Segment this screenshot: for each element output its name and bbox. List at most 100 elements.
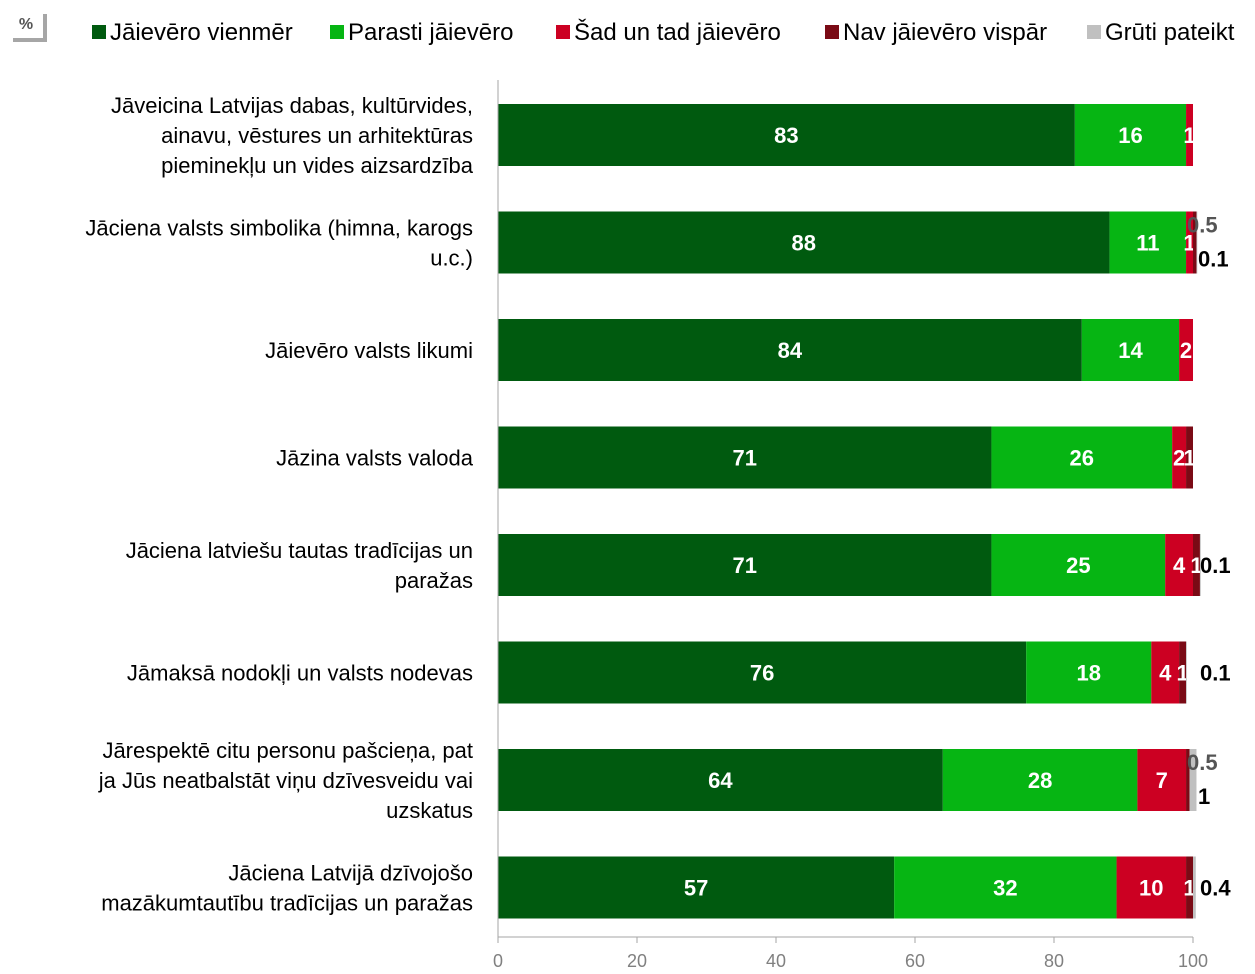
data-label-2-2: 2: [1180, 338, 1192, 363]
bar-segment-7-4: [1193, 856, 1196, 919]
bar-segment-4-1: [991, 534, 1166, 596]
data-label-5-3: 1: [1176, 661, 1188, 686]
legend: Jāievēro vienmēr Parasti jāievēro Šad un t…: [92, 18, 1235, 46]
legend-label-3: Nav jāievēro vispār: [843, 19, 1047, 46]
bar-segment-7-2: [1116, 856, 1187, 919]
bar-segment-1-3: [1193, 211, 1197, 274]
bar-segment-7-3: [1186, 856, 1193, 919]
data-label-0-2: 1: [1183, 123, 1195, 148]
legend-swatch-4: [1087, 25, 1101, 39]
bar-segment-4-0: [498, 534, 992, 596]
bar-segment-3-2: [1172, 426, 1187, 489]
category-label-3: Jāzina valsts valoda: [276, 446, 474, 471]
data-label-2-1: 14: [1118, 338, 1143, 363]
data-label-7-1: 32: [993, 876, 1017, 901]
bar-segment-1-1: [1109, 211, 1187, 274]
data-label-6-1: 28: [1028, 768, 1052, 793]
bar-segment-4-3: [1193, 534, 1200, 596]
outside-label-6-1: 1: [1198, 784, 1210, 809]
bar-segment-1-2: [1186, 211, 1193, 274]
bar-segment-0-1: [1074, 104, 1187, 166]
legend-label-4: Grūti pateikt: [1105, 19, 1235, 46]
data-label-4-3: 1: [1190, 553, 1202, 578]
bar-segment-5-3: [1179, 641, 1187, 704]
x-tick-label-5: 100: [1178, 951, 1208, 971]
x-axis: 0 20 40 60 80 100: [493, 80, 1208, 971]
bar-segment-2-0: [498, 319, 1082, 381]
data-label-4-2: 4: [1173, 553, 1186, 578]
bar-segment-3-3: [1186, 426, 1193, 489]
unit-badge-box: [9, 10, 43, 38]
data-label-3-2: 2: [1173, 446, 1185, 471]
data-label-7-2: 10: [1139, 876, 1163, 901]
data-label-1-0: 88: [792, 231, 816, 256]
x-tick-label-1: 20: [627, 951, 647, 971]
x-tick-label-0: 0: [493, 951, 503, 971]
bar-segment-6-3: [1186, 749, 1190, 811]
category-label-6: Jārespektē citu personu pašcieņa, pat ja …: [98, 738, 473, 823]
x-tick-label-3: 60: [905, 951, 925, 971]
data-label-4-1: 25: [1066, 553, 1090, 578]
category-label-5: Jāmaksā nodokļi un valsts nodevas: [127, 661, 473, 686]
data-label-5-0: 76: [750, 661, 774, 686]
legend-swatch-3: [825, 25, 839, 39]
legend-label-0: Jāievēro vienmēr: [110, 19, 293, 46]
data-label-2-0: 84: [778, 338, 803, 363]
bar-segment-5-4: [1186, 641, 1187, 704]
outside-label-1-0: 0.5: [1187, 213, 1218, 238]
category-label-7: Jāciena Latvijā dzīvojošo mazākumtautību …: [101, 861, 473, 916]
data-label-1-1: 11: [1136, 231, 1159, 256]
bar-segment-4-2: [1165, 534, 1193, 596]
legend-label-1: Parasti jāievēro: [348, 19, 513, 46]
bar-segment-6-1: [942, 749, 1138, 811]
bar-segment-6-2: [1137, 749, 1187, 811]
legend-swatch-0: [92, 25, 106, 39]
data-label-0-0: 83: [774, 123, 798, 148]
x-tick-label-4: 80: [1044, 951, 1064, 971]
bar-segment-5-2: [1151, 641, 1180, 704]
data-label-7-3: 1: [1183, 876, 1195, 901]
bar-segment-7-1: [894, 856, 1117, 919]
legend-swatch-2: [556, 25, 570, 39]
bar-segment-1-4: [1196, 211, 1198, 274]
bar-segment-3-0: [498, 426, 992, 489]
data-label-5-2: 4: [1159, 661, 1172, 686]
data-label-7-0: 57: [684, 876, 708, 901]
bar-segment-2-1: [1081, 319, 1180, 381]
bar-segment-5-0: [498, 641, 1027, 704]
data-label-1-2: 1: [1183, 231, 1195, 256]
bar-segment-5-1: [1026, 641, 1152, 704]
data-label-4-0: 71: [732, 553, 756, 578]
data-label-3-1: 26: [1070, 446, 1094, 471]
data-label-0-1: 16: [1118, 123, 1142, 148]
unit-badge: %: [9, 10, 47, 42]
data-label-3-0: 71: [732, 446, 756, 471]
category-labels: Jāveicina Latvijas dabas, kultūrvides, ai…: [85, 93, 473, 916]
bar-segment-3-1: [991, 426, 1173, 489]
bar-segment-1-0: [498, 211, 1110, 274]
legend-swatch-1: [330, 25, 344, 39]
outside-label-7-0: 0.4: [1200, 876, 1231, 901]
outside-label-6-0: 0.5: [1187, 750, 1218, 775]
outside-label-1-1: 0.1: [1198, 247, 1229, 272]
category-label-2: Jāievēro valsts likumi: [265, 338, 473, 363]
bar-segment-2-2: [1179, 319, 1193, 381]
data-label-5-1: 18: [1077, 661, 1101, 686]
bar-segment-6-0: [498, 749, 943, 811]
bar-segment-4-4: [1199, 534, 1201, 596]
outside-label-4-0: 0.1: [1200, 553, 1231, 578]
data-label-3-3: 1: [1183, 446, 1195, 471]
bar-segment-0-2: [1186, 104, 1193, 166]
category-label-0: Jāveicina Latvijas dabas, kultūrvides, ai…: [111, 93, 474, 178]
outside-label-5-0: 0.1: [1200, 661, 1231, 686]
data-label-6-2: 7: [1156, 768, 1168, 793]
category-label-1: Jāciena valsts simbolika (himna, karogs u…: [85, 216, 473, 271]
bar-segment-6-4: [1189, 749, 1197, 811]
bar-segment-0-0: [498, 104, 1075, 166]
legend-label-2: Šad un tad jāievēro: [574, 18, 781, 46]
category-label-4: Jāciena latviešu tautas tradīcijas un par…: [126, 538, 473, 593]
x-tick-label-2: 40: [766, 951, 786, 971]
data-label-6-0: 64: [708, 768, 733, 793]
